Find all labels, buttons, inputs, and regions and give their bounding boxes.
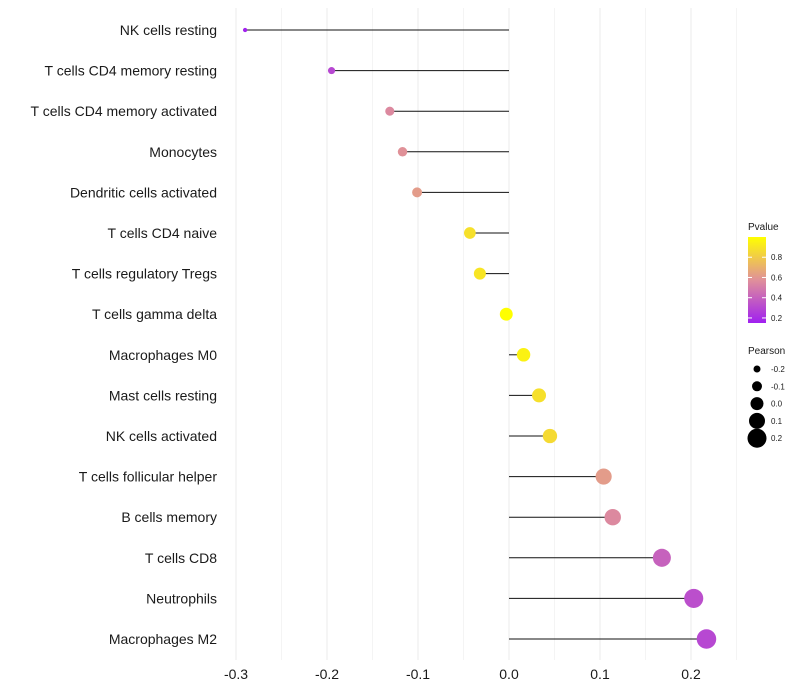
- lollipop-point: [327, 67, 336, 75]
- lollipop-stems: [245, 29, 707, 640]
- category-label: T cells CD4 naive: [108, 225, 218, 241]
- size-legend-label: 0.0: [771, 400, 783, 409]
- grid-lines: [235, 8, 737, 660]
- size-legend-label: 0.2: [771, 434, 783, 443]
- x-tick-label: 0.1: [590, 666, 610, 682]
- lollipop-point: [542, 428, 558, 444]
- lollipop-point: [604, 508, 621, 526]
- category-label: Dendritic cells activated: [70, 184, 217, 200]
- lollipop-points: [242, 27, 717, 649]
- lollipop-point: [516, 348, 531, 362]
- size-legend-dot: [747, 428, 767, 448]
- lollipop-point: [242, 27, 248, 33]
- x-axis-ticks: -0.3 -0.2 -0.1 0.0 0.1 0.2: [224, 666, 701, 682]
- category-label: T cells follicular helper: [79, 469, 218, 485]
- category-label: Neutrophils: [146, 590, 217, 606]
- category-label: Monocytes: [149, 144, 217, 160]
- x-tick-label: -0.2: [315, 666, 339, 682]
- lollipop-point: [385, 106, 395, 116]
- lollipop-point: [696, 629, 717, 649]
- size-legend-label: 0.1: [771, 417, 783, 426]
- size-legend-dot: [753, 365, 761, 373]
- lollipop-point: [412, 187, 423, 198]
- color-legend-title: Pvalue: [748, 222, 779, 233]
- category-label: T cells gamma delta: [92, 306, 217, 322]
- category-label: T cells CD4 memory resting: [45, 63, 217, 79]
- lollipop-point: [684, 588, 704, 608]
- color-legend-label: 0.8: [771, 253, 783, 262]
- lollipop-point: [652, 548, 671, 567]
- x-tick-label: -0.1: [406, 666, 430, 682]
- color-legend-label: 0.4: [771, 294, 783, 303]
- category-label: T cells regulatory Tregs: [72, 266, 217, 282]
- lollipop-point: [499, 307, 513, 321]
- category-label: B cells memory: [121, 509, 217, 525]
- category-labels: NK cells resting T cells CD4 memory resti…: [31, 22, 218, 647]
- category-label: NK cells resting: [120, 22, 217, 38]
- color-legend-label: 0.6: [771, 273, 783, 282]
- lollipop-point: [532, 388, 547, 403]
- color-legend-bar: [748, 237, 766, 323]
- size-legend-title: Pearson: [748, 346, 785, 357]
- category-label: T cells CD8: [145, 550, 217, 566]
- size-legend-dot: [749, 412, 765, 429]
- color-legend-label: 0.2: [771, 314, 783, 323]
- size-legend-dot: [750, 397, 764, 411]
- x-tick-label: -0.3: [224, 666, 248, 682]
- size-legend-label: -0.2: [771, 365, 785, 374]
- category-label: T cells CD4 memory activated: [31, 103, 217, 119]
- legend: Pvalue 0.8 0.6 0.4 0.2 Pearson -0.2 -0.1 0.0 0…: [747, 222, 785, 448]
- size-legend-label: -0.1: [771, 382, 785, 391]
- category-label: Macrophages M0: [109, 347, 217, 363]
- lollipop-point: [473, 267, 486, 280]
- size-legend-dot: [752, 381, 762, 392]
- category-label: Macrophages M2: [109, 631, 217, 647]
- category-label: Mast cells resting: [109, 387, 217, 403]
- lollipop-point: [397, 147, 408, 157]
- lollipop-point: [464, 227, 476, 239]
- lollipop-point: [595, 468, 612, 485]
- x-tick-label: 0.0: [499, 666, 519, 682]
- category-label: NK cells activated: [106, 428, 217, 444]
- x-tick-label: 0.2: [681, 666, 701, 682]
